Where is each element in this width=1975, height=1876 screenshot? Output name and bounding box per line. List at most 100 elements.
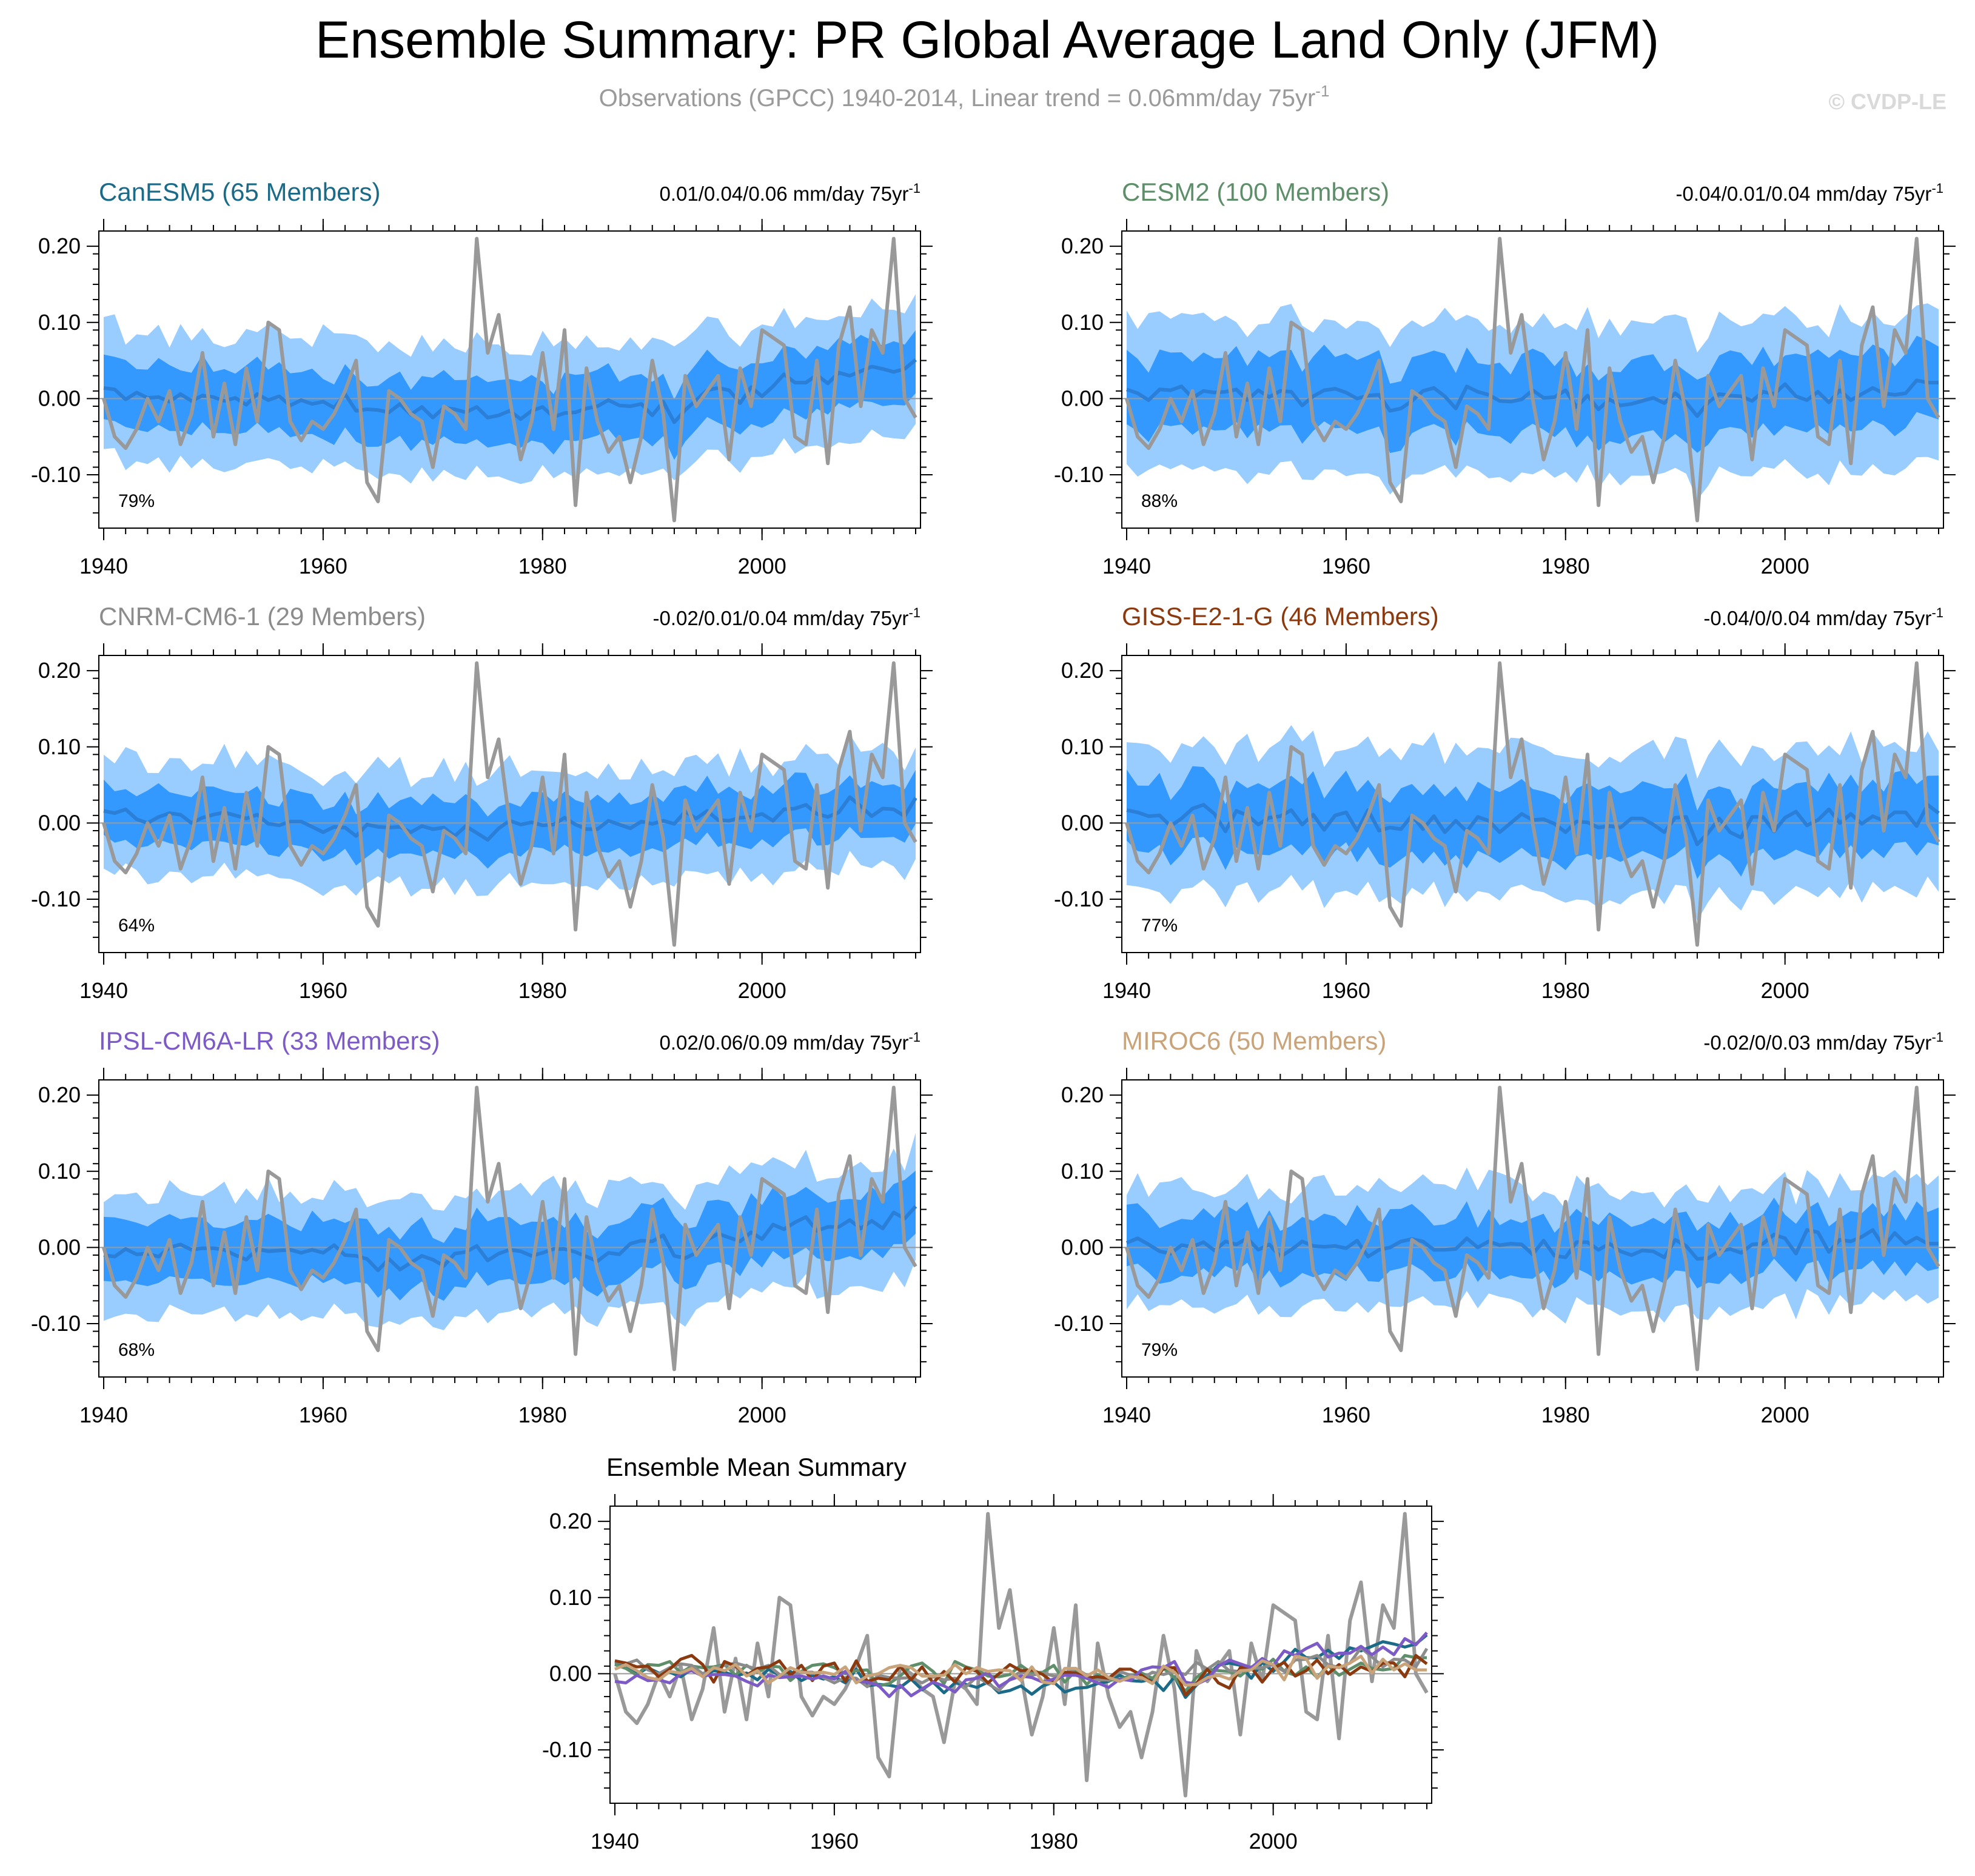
trend-superscript: -1 [908,181,920,196]
y-tick-label: 0.10 [38,310,81,335]
x-tick-label: 2000 [738,554,786,578]
y-tick-label: 0.00 [1061,386,1104,410]
plot-frame [1121,655,1944,953]
y-tick-label: -0.10 [31,886,81,911]
x-tick-label: 1980 [1030,1829,1078,1854]
plot-area [1122,236,1943,523]
x-tick-label: 1960 [299,1402,347,1427]
y-tick-label: 0.20 [1061,1082,1104,1107]
x-tick-label: 1960 [1322,978,1370,1003]
y-tick-label: 0.10 [38,1159,81,1184]
y-tick-label: 0.00 [549,1661,592,1686]
ensemble-panel: 0.20 0.10 0.00 -0.10 1940 1960 1980 2000 IPSL-CM… [31,1027,933,1427]
y-tick-label: 0.00 [38,386,81,410]
trend-superscript: -1 [908,1030,920,1045]
x-tick-label: 2000 [1249,1829,1298,1854]
x-tick-label: 2000 [1761,554,1809,578]
model-ensemble-mean-line [614,1631,1428,1698]
ensemble-panel: 0.20 0.10 0.00 -0.10 1940 1960 1980 2000 CESM2 (… [1054,178,1956,578]
y-tick-label: 0.10 [1061,310,1104,335]
ensemble-panel: 0.20 0.10 0.00 -0.10 1940 1960 1980 2000 CanESM5… [31,178,933,578]
panel-trend: 0.01/0.04/0.06 mm/day 75yr-1 [660,181,920,205]
x-tick-label: 1960 [299,554,347,578]
observations-line [102,236,917,523]
summary-title: Ensemble Mean Summary [606,1453,907,1481]
x-tick-label: 1940 [79,554,128,578]
plot-frame [98,1079,921,1378]
x-tick-label: 1940 [1102,554,1151,578]
y-tick-label: 0.00 [38,810,81,835]
x-tick-label: 2000 [1761,1402,1809,1427]
y-tick-label: 0.20 [38,1082,81,1107]
plot-frame [609,1506,1432,1804]
y-tick-label: -0.10 [542,1737,592,1762]
y-tick-label: 0.00 [1061,1234,1104,1259]
y-tick-label: -0.10 [1054,886,1104,911]
y-tick-label: 0.20 [549,1509,592,1533]
y-tick-label: 0.10 [1061,1159,1104,1184]
ensemble-panel: 0.20 0.10 0.00 -0.10 1940 1960 1980 2000 MIROC6 … [1054,1027,1956,1427]
percent-label: 79% [1141,1340,1178,1360]
trend-text: -0.04/0/0.04 mm/day 75yr [1703,607,1931,629]
x-tick-label: 1960 [1322,554,1370,578]
x-tick-label: 2000 [738,1402,786,1427]
figure-subtitle: Observations (GPCC) 1940-2014, Linear tr… [599,82,1330,112]
plot-frame [98,230,921,529]
panel-trend: -0.02/0/0.03 mm/day 75yr-1 [1703,1030,1943,1054]
y-tick-label: -0.10 [31,462,81,487]
plot-area [610,1512,1432,1798]
plot-frame [98,655,921,953]
plot-frame [1121,230,1944,529]
x-tick-label: 1980 [518,554,567,578]
x-tick-label: 1960 [1322,1402,1370,1427]
percent-label: 79% [118,491,155,511]
panel-title: CNRM-CM6-1 (29 Members) [99,602,426,631]
x-tick-label: 1980 [518,1402,567,1427]
plot-area [99,1085,920,1372]
trend-superscript: -1 [1931,605,1943,620]
x-tick-label: 2000 [1761,978,1809,1003]
percent-label: 77% [1141,916,1178,936]
y-tick-label: -0.10 [31,1311,81,1336]
x-tick-label: 1980 [1541,1402,1590,1427]
chart-panels: 0.20 0.10 0.00 -0.10 1940 1960 1980 2000 CanESM5… [31,178,1956,1854]
plot-area [1122,1085,1943,1372]
figure-title: Ensemble Summary: PR Global Average Land… [315,11,1659,69]
panel-trend: 0.02/0.06/0.09 mm/day 75yr-1 [660,1030,920,1054]
trend-superscript: -1 [908,605,920,620]
observations-line [1125,236,1940,523]
x-tick-label: 1940 [591,1829,639,1854]
y-tick-label: 0.10 [38,734,81,759]
ensemble-panel: 0.20 0.10 0.00 -0.10 1940 1960 1980 2000 CNRM-CM… [31,602,933,1003]
observations-line [102,661,917,947]
trend-superscript: -1 [1931,1030,1943,1045]
x-tick-label: 1940 [1102,1402,1151,1427]
y-tick-label: 0.00 [38,1234,81,1259]
trend-text: 0.01/0.04/0.06 mm/day 75yr [660,183,909,205]
ensemble-panel: 0.20 0.10 0.00 -0.10 1940 1960 1980 2000 GISS-E2… [1054,602,1956,1003]
x-tick-label: 1940 [79,1402,128,1427]
panel-title: GISS-E2-1-G (46 Members) [1122,602,1439,631]
y-tick-label: 0.20 [38,233,81,258]
watermark: © CVDP-LE [1828,89,1946,114]
trend-text: 0.02/0.06/0.09 mm/day 75yr [660,1031,909,1054]
x-tick-label: 1980 [518,978,567,1003]
panel-trend: -0.02/0.01/0.04 mm/day 75yr-1 [653,605,920,629]
plot-area [99,661,920,947]
trend-text: -0.04/0.01/0.04 mm/day 75yr [1676,183,1932,205]
subtitle-text: Observations (GPCC) 1940-2014, Linear tr… [599,85,1316,112]
model-ensemble-mean-line [614,1655,1427,1687]
plot-area [99,236,920,523]
panel-title: CanESM5 (65 Members) [99,178,380,206]
y-tick-label: 0.10 [1061,734,1104,759]
y-tick-label: 0.20 [1061,233,1104,258]
panel-title: IPSL-CM6A-LR (33 Members) [99,1027,440,1055]
x-tick-label: 1980 [1541,978,1590,1003]
plot-frame [1121,1079,1944,1378]
x-tick-label: 2000 [738,978,786,1003]
observations-line [102,1085,917,1372]
y-tick-label: 0.10 [549,1585,592,1610]
trend-text: -0.02/0/0.03 mm/day 75yr [1703,1031,1931,1054]
panel-title: CESM2 (100 Members) [1122,178,1389,206]
